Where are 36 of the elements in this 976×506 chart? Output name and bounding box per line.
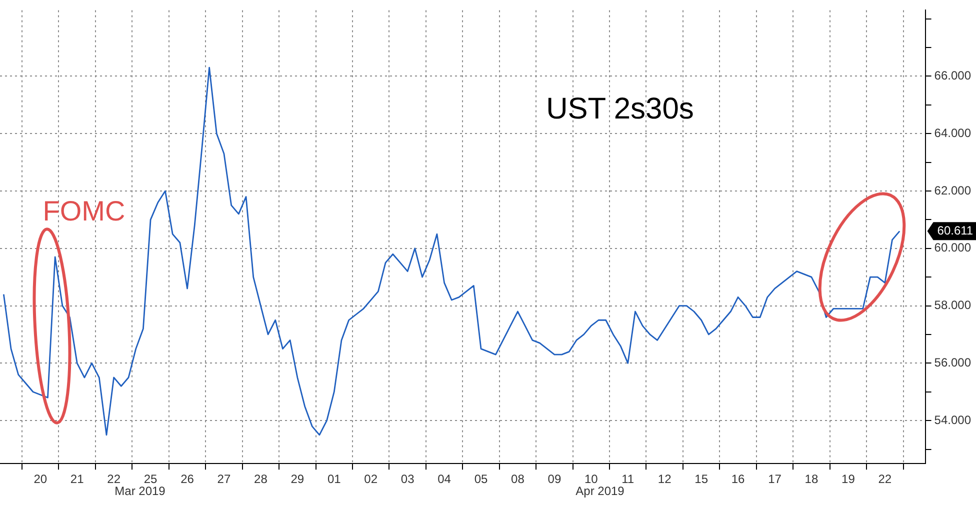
y-tick-label: 60.000 [934, 240, 972, 255]
x-tick-label: 22 [878, 472, 892, 486]
x-tick-label: 22 [107, 472, 121, 486]
y-tick-label: 54.000 [934, 412, 972, 427]
x-tick-label: 27 [217, 472, 231, 486]
y-tick-label: 62.000 [934, 183, 972, 198]
x-tick-label: 20 [34, 472, 48, 486]
x-tick-label: 03 [400, 472, 415, 486]
x-tick-label: 11 [622, 472, 634, 486]
x-tick-label: 28 [254, 472, 268, 486]
x-tick-label: 12 [658, 472, 672, 486]
annotation: FOMC [42, 196, 126, 227]
x-tick-label: 21 [70, 472, 84, 486]
y-tick-label: 58.000 [934, 298, 972, 312]
x-tick-label: 15 [694, 472, 708, 486]
y-tick-label: 56.000 [934, 355, 972, 370]
x-tick-label: 17 [768, 472, 782, 486]
x-tick-label: 10 [584, 472, 598, 486]
x-tick-label: 26 [180, 472, 194, 486]
x-tick-label: 09 [548, 472, 562, 486]
x-tick-label: 16 [731, 472, 746, 486]
x-tick-label: 19 [842, 472, 856, 486]
x-tick-label: 04 [438, 472, 452, 486]
x-tick-label: 01 [327, 472, 342, 486]
x-tick-label: 08 [511, 472, 525, 486]
text: Mar 2019 [114, 484, 166, 498]
y-tick-label: 64.000 [934, 126, 972, 140]
y-tick-label: 66.000 [934, 68, 972, 83]
x-tick-label: 29 [290, 472, 304, 486]
text: 60.611 [937, 223, 974, 238]
x-tick-label: 18 [804, 472, 818, 486]
x-tick-label: 05 [474, 472, 488, 486]
text: Apr 2019 [576, 484, 625, 498]
x-tick-label: 25 [144, 472, 158, 486]
x-tick-label: 02 [364, 472, 378, 486]
text: UST 2s30s [546, 92, 694, 126]
